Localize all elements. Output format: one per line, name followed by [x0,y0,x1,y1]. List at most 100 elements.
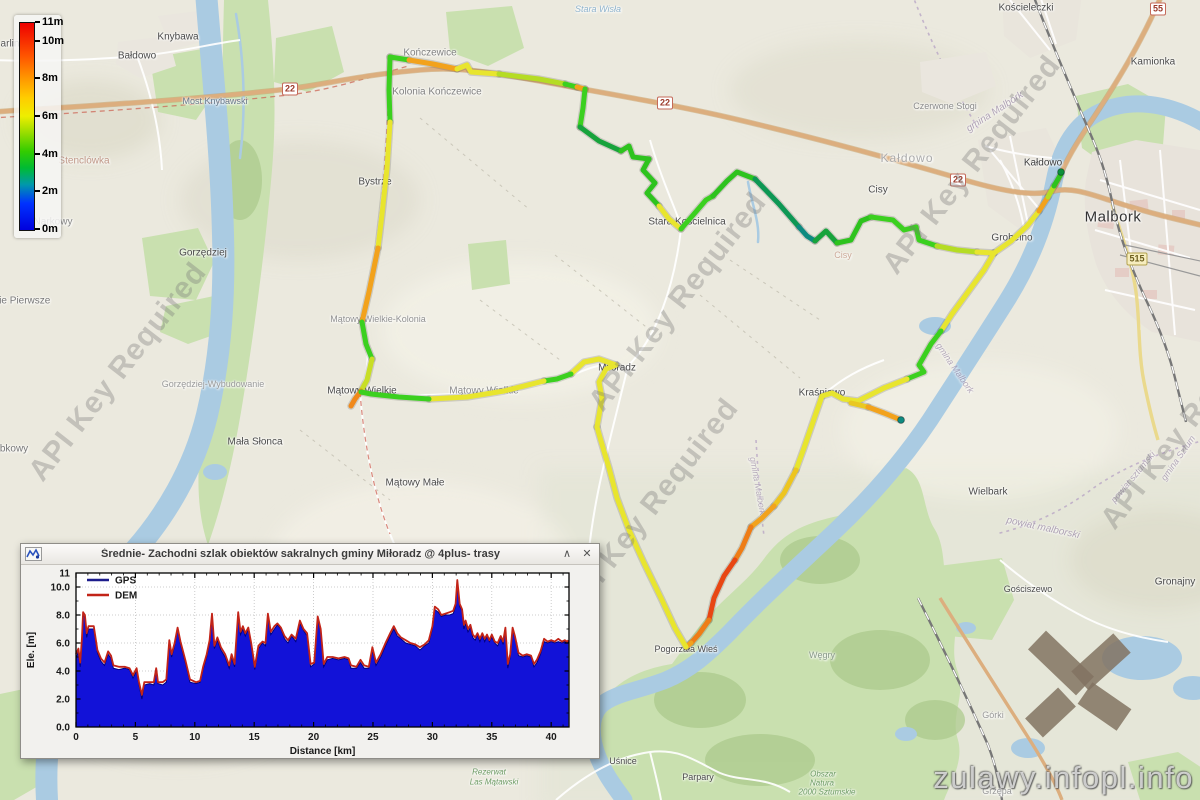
close-button[interactable]: ✕ [582,548,592,560]
gps-track-segment[interactable] [904,328,944,382]
minimize-button[interactable]: ∧ [562,548,572,560]
road-shield: 22 [656,96,674,110]
svg-text:30: 30 [427,732,439,743]
legend-entry: DEM [115,591,137,602]
admin-boundaries [755,0,1200,537]
map-label: Bałdowo [117,50,157,62]
gps-track-segment[interactable] [640,156,662,209]
map-label: Węgry [808,650,836,660]
gps-track-segment[interactable] [796,224,818,244]
gps-track-segment[interactable] [387,54,412,63]
gps-track-segment[interactable] [771,467,799,509]
gps-track-segment[interactable] [359,245,381,325]
gps-track-segment[interactable] [710,169,758,199]
gps-track-segment[interactable] [938,250,997,334]
legend-entry: GPS [115,576,136,587]
map-label: Rezerwat [472,767,506,777]
gps-track-segment[interactable] [358,356,375,394]
map-label: Bystrze [358,176,392,188]
road-shield: 22 [949,173,967,187]
gps-track-segment[interactable] [848,400,871,410]
gps-track-segment[interactable] [496,71,568,87]
gps-track-segment[interactable] [678,193,716,232]
gps-track-segment[interactable] [594,424,689,650]
gps-track-segment[interactable] [1051,171,1064,189]
map-label: Mątowy Wielkie [449,385,519,397]
gps-track-segment[interactable] [793,393,825,473]
x-logo-arms [1025,630,1132,738]
gps-track-segment[interactable] [974,249,997,256]
map-label: Górki [982,710,1004,720]
svg-text:5: 5 [133,732,139,743]
gps-track-segment[interactable] [406,57,460,72]
window-titlebar[interactable]: Średnie- Zachodni szlak obiektów sakraln… [21,544,599,565]
gps-track-segment[interactable] [706,557,738,623]
map-label: Mątowy Wielkie-Kolonia [330,314,426,324]
track-endpoint [897,416,905,424]
map-label: Natura [809,778,835,788]
colorbar-tick [35,77,40,80]
colorbar-tick [35,190,40,193]
svg-text:15: 15 [249,732,261,743]
gps-track-segment[interactable] [748,503,777,530]
map-label: Kończewice [403,47,457,59]
gps-track-segment[interactable] [426,378,547,402]
gps-track-segment[interactable] [991,208,1042,256]
gps-track-segment[interactable] [386,54,393,125]
gps-track-segment[interactable] [865,404,904,423]
svg-text:35: 35 [486,732,498,743]
elevation-chart[interactable]: 0 5 10 15 20 25 30 35 40 0.0 2.0 4.0 6.0 8.0 10.0 11 Dis… [21,564,599,758]
gps-track-segment[interactable] [568,356,619,377]
map-label: Kałdowo [1023,157,1063,169]
gps-track-segment[interactable] [732,524,754,563]
map-label: Kałdowo [880,151,934,165]
colorbar-tick [35,39,40,42]
map-label: arlin [0,38,20,50]
gps-track-segment[interactable] [656,203,684,232]
svg-text:0: 0 [73,732,79,743]
svg-text:11: 11 [59,569,70,580]
map-label: Stara Wisła [575,4,621,14]
gps-track-segment[interactable] [577,86,588,130]
map-label: Obszar [810,769,836,779]
gps-track-segment[interactable] [868,214,919,233]
gps-track-segment[interactable] [688,617,712,646]
colorbar-label: 10m [42,34,65,47]
gps-track-segment[interactable] [358,389,432,402]
elevation-profile-window[interactable]: Średnie- Zachodni szlak obiektów sakraln… [20,543,600,759]
gps-track-segment[interactable] [541,371,574,384]
gps-track-segment[interactable] [934,243,980,255]
svg-text:4.0: 4.0 [56,667,70,678]
colorbar-gradient [19,22,35,231]
track-endpoint [1057,168,1065,176]
colorbar-label: 8m [42,72,58,85]
svg-text:25: 25 [367,732,379,743]
y-axis-label: Ele. [m] [26,632,37,668]
map-label: Most Knybawski [182,96,248,106]
map-label: Miłoradz [598,362,636,374]
gps-track-segment[interactable] [819,376,910,404]
gps-track-segment[interactable] [375,119,393,251]
gps-track-segment[interactable] [752,176,802,230]
gps-track-segment[interactable] [348,388,364,409]
gps-track-segment[interactable] [913,224,940,249]
road-shield: 55 [1149,2,1167,16]
gps-track-segment[interactable] [834,214,874,246]
colorbar-label: 11m [42,16,64,28]
gps-track-segment[interactable] [594,362,619,430]
svg-text:10.0: 10.0 [51,583,71,594]
gps-track-segment[interactable] [454,62,502,77]
map-label: Czerwone Stogi [913,101,977,111]
gps-track-segment[interactable] [618,143,652,162]
gps-track-segment[interactable] [359,319,375,362]
gps-track-segment[interactable] [812,228,840,246]
svg-text:20: 20 [308,732,320,743]
gps-track-segment[interactable] [577,124,624,154]
colorbar-tick [35,228,40,230]
map-label: Parpary [682,772,714,782]
map-label: bkowy [0,443,29,455]
elevation-colorbar: 11m 10m 8m 6m 4m 2m 0m [14,15,65,238]
gps-track-segment[interactable] [1036,194,1051,214]
